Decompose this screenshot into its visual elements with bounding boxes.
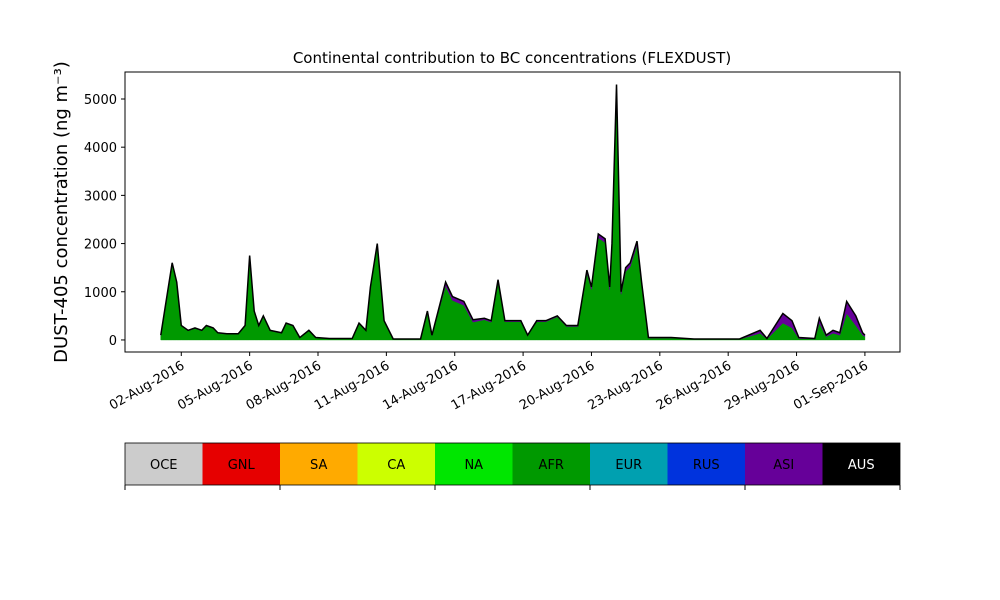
- x-tick-label: 26-Aug-2016: [654, 358, 734, 413]
- colorbar-swatch: [822, 443, 900, 485]
- colorbar-swatch: [435, 443, 513, 485]
- area: [160, 91, 866, 341]
- y-tick-label: 5000: [84, 93, 117, 108]
- colorbar-label: RUS: [693, 458, 720, 473]
- colorbar-label: NA: [464, 458, 483, 473]
- area: [160, 84, 866, 340]
- y-tick-label: 3000: [84, 189, 117, 204]
- x-tick-label: 08-Aug-2016: [244, 358, 324, 413]
- colorbar-label: OCE: [150, 458, 178, 473]
- colorbar-swatch: [667, 443, 745, 485]
- x-tick-label: 20-Aug-2016: [517, 358, 597, 413]
- y-tick-label: 1000: [84, 286, 117, 301]
- colorbar-swatch: [357, 443, 435, 485]
- outline: [160, 84, 866, 340]
- y-tick-label: 4000: [84, 141, 117, 156]
- x-tick-label: 29-Aug-2016: [722, 358, 802, 413]
- x-tick-label: 01-Sep-2016: [791, 358, 871, 413]
- chart-title: Continental contribution to BC concentra…: [293, 49, 731, 67]
- colorbar-swatch: [202, 443, 280, 485]
- colorbar-swatch: [280, 443, 358, 485]
- colorbar-swatch: [590, 443, 668, 485]
- colorbar-label: AUS: [848, 458, 875, 473]
- x-tick-label: 05-Aug-2016: [175, 358, 255, 413]
- x-tick-label: 23-Aug-2016: [585, 358, 665, 413]
- colorbar-label: GNL: [228, 458, 256, 473]
- colorbar-swatch: [745, 443, 823, 485]
- colorbar-swatch: [512, 443, 590, 485]
- y-axis-label: DUST-405 concentration (ng m⁻³): [51, 61, 72, 363]
- colorbar-label: EUR: [615, 458, 642, 473]
- colorbar-label: CA: [387, 458, 405, 473]
- colorbar-label: SA: [310, 458, 327, 473]
- colorbar-swatch: [125, 443, 203, 485]
- colorbar-label: ASI: [773, 458, 794, 473]
- plot-frame: [124, 71, 901, 353]
- colorbar-label: AFR: [539, 458, 564, 473]
- x-tick-label: 14-Aug-2016: [380, 358, 460, 413]
- y-tick-label: 0: [109, 334, 117, 349]
- x-tick-label: 02-Aug-2016: [107, 358, 187, 413]
- y-tick-label: 2000: [84, 238, 117, 253]
- x-tick-label: 11-Aug-2016: [312, 358, 392, 413]
- x-tick-label: 17-Aug-2016: [449, 358, 529, 413]
- colorbar-frame: [124, 442, 901, 486]
